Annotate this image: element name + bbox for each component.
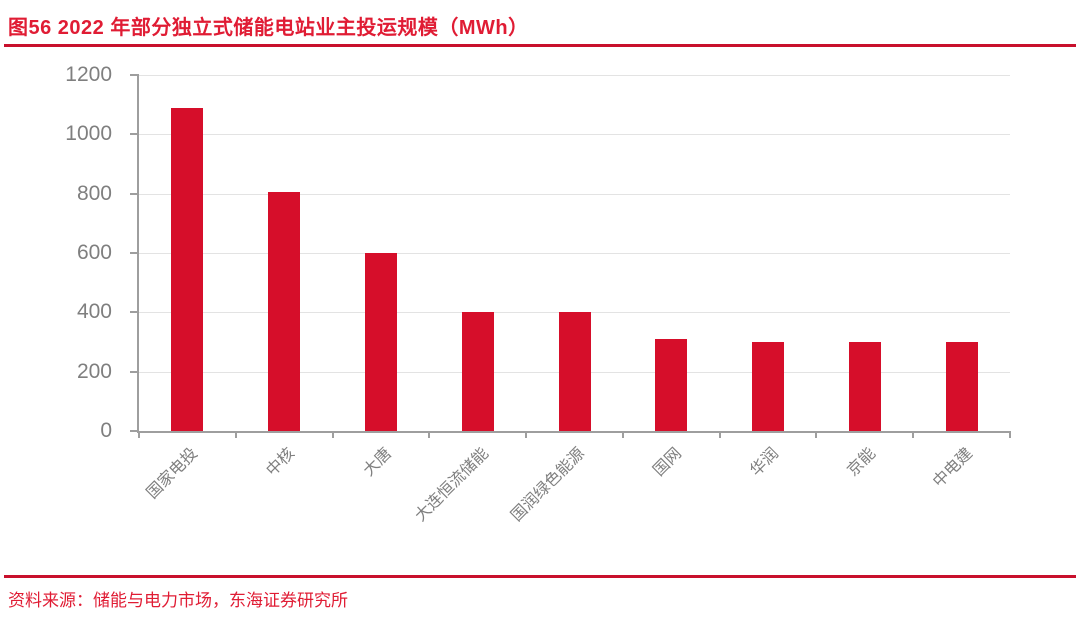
x-axis-category-label: 中核 xyxy=(263,445,299,480)
bar-大唐 xyxy=(364,253,397,431)
x-axis-category-label: 国润绿色能源 xyxy=(508,445,589,525)
bar-京能 xyxy=(848,342,881,431)
gridline-600 xyxy=(139,253,1010,254)
x-axis-tick xyxy=(1009,431,1011,438)
y-axis-tick-label: 0 xyxy=(100,419,112,442)
x-axis-category-label: 大连恒流储能 xyxy=(411,445,492,525)
bar-中电建 xyxy=(945,342,978,431)
x-axis-tick xyxy=(525,431,528,438)
bar-国家电投 xyxy=(171,107,204,431)
y-axis-tick-label: 1200 xyxy=(65,63,112,86)
gridline-1200 xyxy=(139,75,1010,76)
x-axis-tick xyxy=(428,431,431,438)
y-axis-tick xyxy=(130,311,139,314)
x-axis-category-label: 国网 xyxy=(650,445,686,480)
title-divider-line xyxy=(4,44,1076,47)
x-axis-category-label: 京能 xyxy=(844,445,879,480)
bar-国润绿色能源 xyxy=(558,312,591,431)
x-axis-category-label: 国家电投 xyxy=(144,445,202,503)
bar-国网 xyxy=(655,339,688,431)
y-axis-tick xyxy=(130,252,139,254)
x-axis-category-label: 大唐 xyxy=(360,445,395,480)
x-axis-tick xyxy=(234,431,237,438)
x-axis-tick xyxy=(621,431,624,438)
y-axis-tick xyxy=(130,370,139,373)
y-axis-tick-label: 800 xyxy=(76,181,112,205)
x-axis-category-label: 华润 xyxy=(747,445,783,480)
figure-title: 图56 2022 年部分独立式储能电站业主投运规模（MWh） xyxy=(8,17,529,39)
x-axis-category-label: 中电建 xyxy=(929,445,976,491)
x-axis-tick xyxy=(718,431,721,438)
bar-华润 xyxy=(752,342,785,431)
plot-area xyxy=(130,74,1011,438)
bar-chart: 0 200 400 600 800 1000 1200 国家电投 中核 大唐 大连恒流储能 国润绿色… xyxy=(65,63,1011,525)
footer-divider-line xyxy=(4,575,1076,578)
y-axis-tick xyxy=(130,192,139,195)
x-axis-tick xyxy=(912,431,915,438)
y-axis-tick-label: 1000 xyxy=(65,122,112,146)
y-axis-tick xyxy=(130,74,139,76)
y-axis-tick-label: 600 xyxy=(76,241,112,264)
bar-中核 xyxy=(268,192,301,431)
bar-大连恒流储能 xyxy=(461,312,494,431)
gridline-800 xyxy=(139,193,1010,195)
y-axis-tick-label: 400 xyxy=(76,300,112,324)
y-axis-tick xyxy=(130,430,139,432)
y-axis-tick xyxy=(130,133,139,136)
y-axis-tick-label: 200 xyxy=(76,359,112,383)
source-note: 资料来源：储能与电力市场，东海证券研究所 xyxy=(8,591,348,610)
x-axis-tick xyxy=(138,431,140,438)
x-axis-tick xyxy=(331,431,334,438)
x-axis-tick xyxy=(815,431,818,438)
gridline-1000 xyxy=(139,134,1010,136)
